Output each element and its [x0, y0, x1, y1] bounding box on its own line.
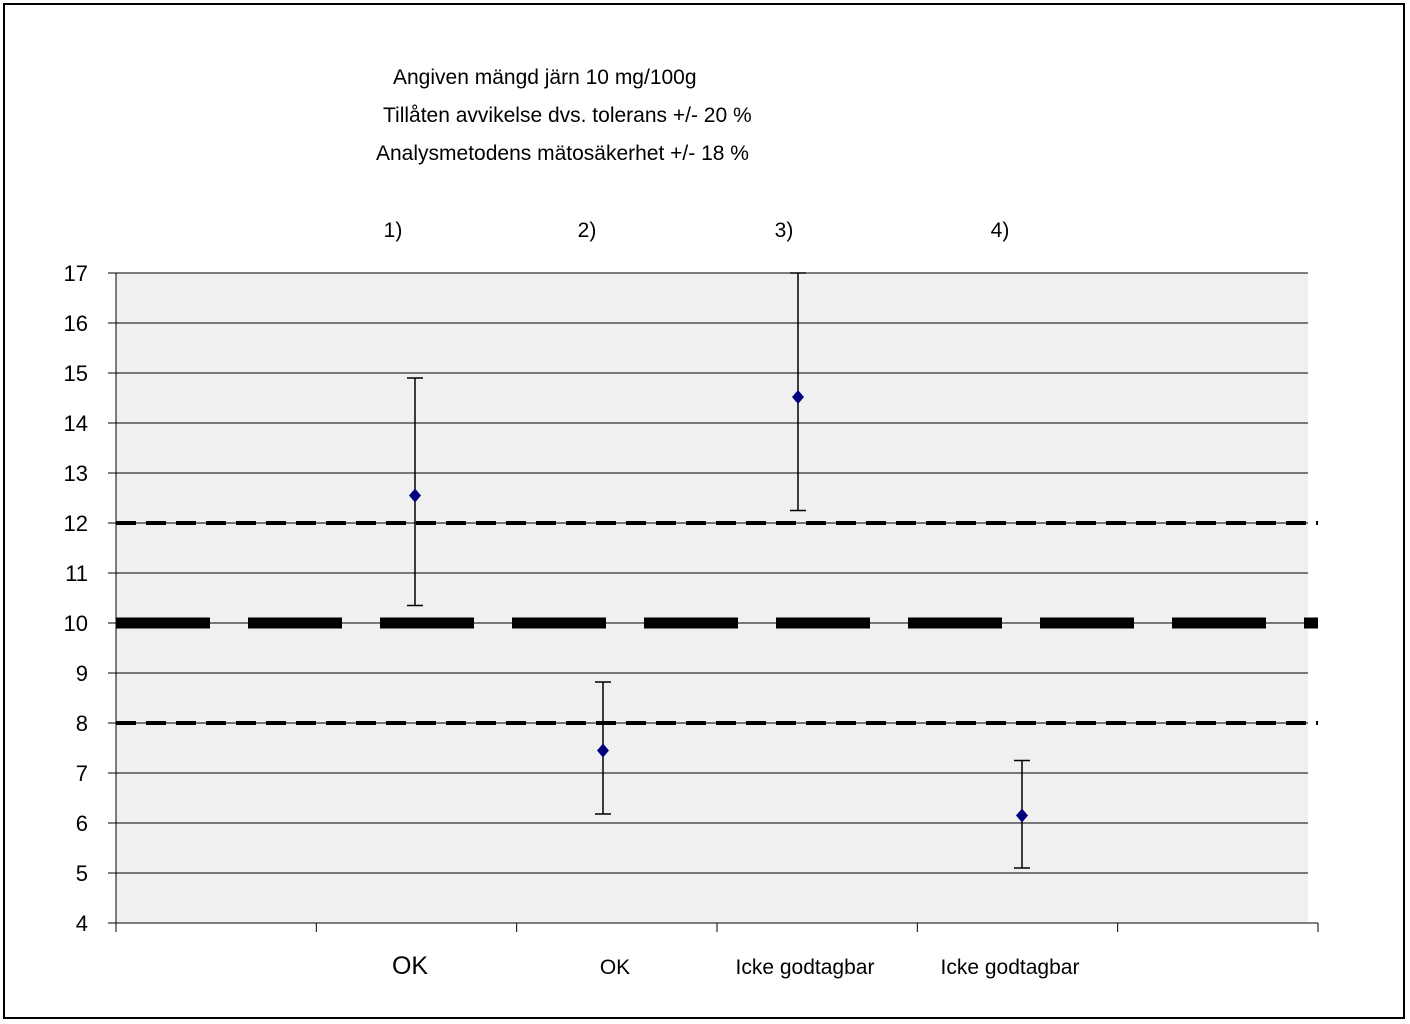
y-tick-label-9: 9: [76, 661, 88, 686]
y-tick-label-6: 6: [76, 811, 88, 836]
data-point-4: [1016, 808, 1028, 823]
verdict-label-2: OK: [600, 956, 630, 979]
point-label-3: 3): [775, 219, 794, 242]
header-line-3: Analysmetodens mätosäkerhet +/- 18 %: [376, 142, 749, 165]
y-tick-label-10: 10: [64, 611, 88, 636]
y-tick-label-11: 11: [65, 561, 88, 586]
point-label-4: 4): [991, 219, 1010, 242]
point-label-1: 1): [384, 219, 403, 242]
y-tick-label-7: 7: [76, 761, 88, 786]
verdict-label-1: OK: [392, 952, 428, 980]
y-tick-label-16: 16: [64, 311, 88, 336]
verdict-label-4: Icke godtagbar: [941, 956, 1080, 979]
y-tick-label-12: 12: [64, 511, 88, 536]
y-tick-label-15: 15: [64, 361, 88, 386]
y-tick-label-8: 8: [76, 711, 88, 736]
verdict-label-3: Icke godtagbar: [736, 956, 875, 979]
data-point-3: [792, 390, 804, 404]
data-point-2: [597, 743, 609, 758]
y-tick-label-17: 17: [64, 261, 88, 286]
header-line-2: Tillåten avvikelse dvs. tolerans +/- 20 …: [383, 104, 752, 127]
y-tick-label-5: 5: [76, 861, 88, 886]
y-tick-label-14: 14: [64, 411, 88, 436]
point-label-2: 2): [578, 219, 597, 242]
y-tick-label-13: 13: [64, 461, 88, 486]
header-line-1: Angiven mängd järn 10 mg/100g: [393, 66, 697, 89]
y-tick-label-4: 4: [76, 911, 88, 936]
data-point-1: [409, 488, 421, 503]
plot-area: [116, 273, 1308, 923]
